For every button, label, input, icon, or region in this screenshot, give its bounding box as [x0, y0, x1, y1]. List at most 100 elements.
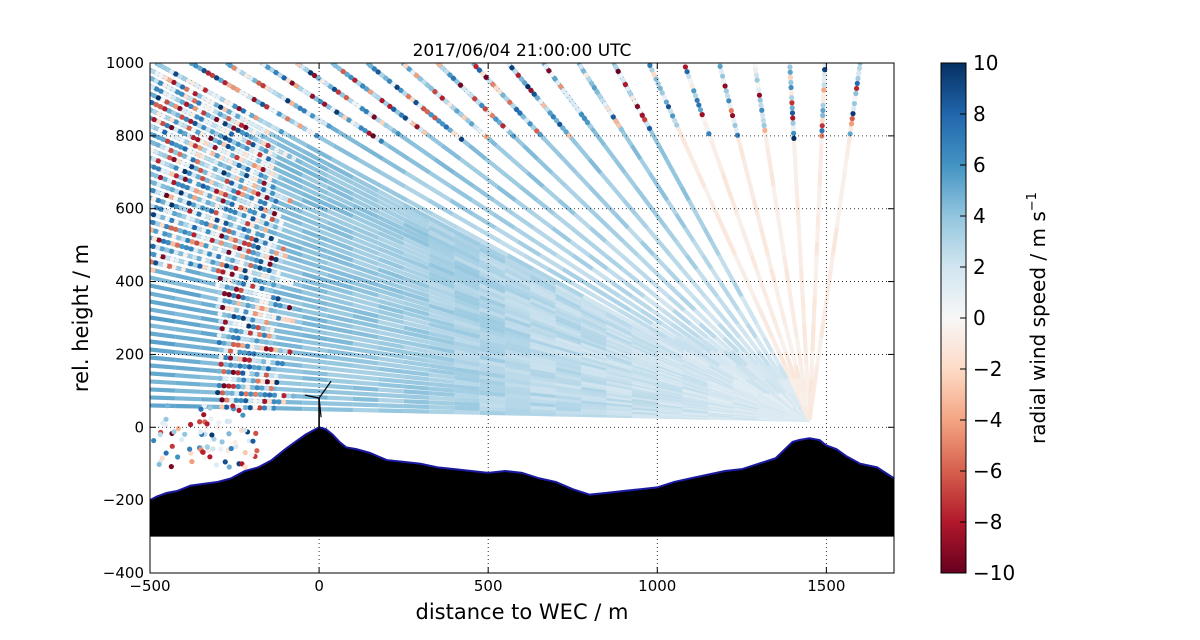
wind-segment — [301, 308, 328, 318]
wind-segment — [683, 144, 694, 160]
noise-point — [527, 121, 533, 127]
noise-point — [231, 125, 237, 131]
noise-point — [651, 71, 657, 78]
noise-point — [240, 164, 246, 170]
wind-segment — [807, 405, 814, 421]
noise-point — [231, 65, 237, 71]
noise-point — [252, 150, 259, 156]
wind-segment — [428, 400, 455, 406]
noise-point — [696, 102, 702, 108]
noise-point — [707, 135, 714, 142]
colorbar-tick-label: −8 — [973, 510, 1002, 534]
wind-segment — [326, 191, 354, 208]
noise-point — [160, 113, 166, 119]
noise-point — [260, 187, 267, 193]
noise-point — [219, 304, 226, 311]
wind-segment — [479, 378, 506, 386]
wind-segment — [326, 237, 354, 252]
noise-point — [215, 303, 221, 310]
wind-segment — [529, 283, 557, 300]
noise-point — [244, 110, 251, 116]
noise-point — [250, 216, 256, 222]
noise-point — [195, 203, 201, 209]
wind-segment — [607, 308, 635, 326]
wind-segment — [626, 226, 643, 243]
wind-segment — [301, 283, 329, 295]
noise-point — [230, 230, 237, 236]
wind-segment — [682, 308, 702, 326]
noise-point — [217, 297, 223, 303]
noise-point — [479, 102, 485, 109]
noise-point — [166, 108, 172, 114]
noise-point — [252, 404, 258, 410]
noise-point — [264, 247, 270, 253]
noise-point — [232, 209, 238, 215]
wind-segment — [815, 213, 821, 228]
wind-segment — [433, 157, 456, 175]
noise-point — [383, 122, 389, 128]
noise-point — [267, 150, 273, 156]
wind-segment — [576, 267, 600, 285]
noise-point — [157, 127, 163, 133]
wind-segment — [586, 239, 607, 257]
wind-segment — [668, 253, 684, 271]
wind-segment — [352, 214, 380, 230]
noise-point — [201, 124, 207, 131]
wind-segment — [529, 320, 557, 334]
wind-segment — [532, 212, 554, 230]
noise-point — [704, 126, 710, 132]
wind-segment — [765, 145, 772, 160]
noise-point — [395, 131, 401, 137]
noise-point — [230, 167, 236, 173]
noise-point — [218, 347, 224, 353]
wind-segment — [352, 313, 379, 324]
noise-point — [168, 248, 175, 254]
noise-point — [204, 104, 210, 111]
noise-point — [201, 412, 207, 418]
wind-segment — [758, 227, 767, 243]
noise-point — [158, 73, 164, 79]
noise-point — [160, 254, 166, 260]
noise-point — [262, 174, 268, 180]
noise-point — [201, 455, 208, 461]
noise-point — [242, 329, 249, 335]
noise-point — [187, 446, 193, 452]
noise-point — [226, 464, 232, 470]
wind-segment — [529, 337, 557, 349]
noise-point — [254, 144, 260, 150]
noise-point — [182, 168, 188, 175]
noise-point — [192, 120, 198, 127]
noise-point — [575, 107, 582, 114]
noise-point — [301, 88, 307, 94]
noise-point — [253, 204, 260, 210]
noise-point — [151, 236, 158, 242]
wind-segment — [428, 386, 455, 393]
wind-segment — [426, 184, 452, 203]
wind-segment — [504, 392, 531, 400]
noise-point — [178, 220, 184, 226]
noise-point — [586, 76, 592, 82]
noise-point — [222, 106, 228, 113]
noise-point — [278, 194, 284, 200]
noise-point — [233, 133, 239, 139]
wind-segment — [378, 408, 404, 414]
wind-segment — [275, 154, 304, 171]
noise-point — [268, 235, 274, 242]
wind-segment — [801, 310, 807, 325]
wind-segment — [301, 154, 329, 172]
noise-point — [260, 160, 266, 166]
noise-point — [155, 118, 162, 125]
noise-point — [332, 63, 338, 69]
noise-point — [657, 85, 663, 91]
wind-segment — [326, 226, 354, 241]
wind-segment — [580, 346, 608, 359]
wind-segment — [504, 293, 532, 308]
noise-point — [273, 69, 279, 76]
wind-segment — [352, 369, 379, 376]
wind-segment — [580, 329, 608, 344]
noise-point — [646, 125, 653, 132]
wind-segment — [276, 406, 303, 411]
noise-point — [375, 69, 381, 75]
noise-point — [239, 115, 245, 122]
noise-point — [252, 264, 258, 270]
